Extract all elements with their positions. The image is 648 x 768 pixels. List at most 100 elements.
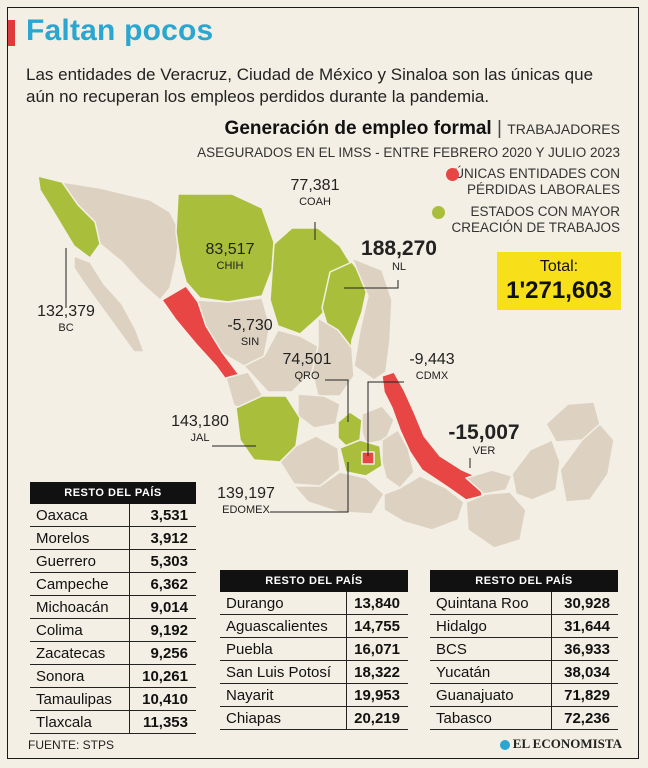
state-name: San Luis Potosí [220,660,347,684]
table-row: Tlaxcala 11,353 [30,710,196,734]
state-value: 9,014 [129,595,196,619]
source-note: FUENTE: STPS [28,738,115,752]
state-name: Guerrero [30,549,130,573]
map-abbr-edomex: EDOMEX [222,504,270,516]
state-value: 9,256 [129,641,196,665]
map-abbr-ver: VER [472,445,496,457]
state-name: Nayarit [220,683,347,707]
table-row: Tabasco 72,236 [430,706,618,730]
state-name: Quintana Roo [430,592,552,615]
map-state-oax [383,475,465,531]
table-row: San Luis Potosí 18,322 [220,660,408,684]
table-row: Chiapas 20,219 [220,706,408,730]
table-row: Aguascalientes 14,755 [220,614,408,638]
total-label: Total: [539,258,579,275]
state-value: 3,912 [129,526,196,550]
map-state-mich [279,435,341,487]
map-state-bc [37,175,101,259]
map-state-cdmx [361,451,375,465]
map-abbr-jal: JAL [190,432,210,444]
state-name: Campeche [30,572,130,596]
map-label-jal: 143,180 JAL [168,414,232,444]
map-label-coah: 77,381 COAH [286,178,344,208]
total-box: Total: 1'271,603 [497,252,621,310]
map-label-chih: 83,517 CHIH [202,242,258,272]
map-label-bc: 132,379 BC [36,304,96,334]
map-state-slp [311,317,355,397]
state-value: 19,953 [345,683,408,707]
rest-table-2-header: RESTO DEL PAÍS [220,570,408,592]
state-value: 16,071 [345,637,408,661]
state-name: Zacatecas [30,641,130,665]
rest-table-3: RESTO DEL PAÍS Quintana Roo 30,928 Hidalgo… [430,570,618,730]
map-value-chih: 83,517 [205,241,255,258]
chart-title: Generación de empleo formal [224,118,492,139]
map-state-camp [511,439,561,501]
rest-table-2: RESTO DEL PAÍS Durango 13,840 Aguascalient… [220,570,408,730]
table-row: Morelos 3,912 [30,526,196,550]
table-row: Guerrero 5,303 [30,549,196,573]
table-row: Campeche 6,362 [30,572,196,596]
map-abbr-nl: NL [391,261,407,273]
state-value: 9,192 [129,618,196,642]
state-value: 36,933 [550,637,618,661]
map-state-bcs [73,255,145,353]
map-label-sin: -5,730 SIN [222,318,278,348]
brand-icon [499,740,510,751]
map-abbr-chih: CHIH [216,260,244,272]
table-row: BCS 36,933 [430,637,618,661]
state-name: Michoacán [30,595,130,619]
state-value: 72,236 [550,706,618,730]
legend-top-label: ESTADOS CON MAYOR CREACIÓN DE TRABAJOS [451,204,620,235]
map-state-chis [465,491,527,549]
map-state-edomex [339,439,383,477]
state-name: Tabasco [430,706,552,730]
state-value: 30,928 [550,592,618,615]
state-value: 71,829 [550,683,618,707]
table-row: Colima 9,192 [30,618,196,642]
leader-edomex [270,462,349,513]
title-accent-bar [8,20,15,46]
map-value-coah: 77,381 [290,177,340,194]
chart-title-line: Generación de empleo formal | TRABAJADOR… [224,118,620,139]
table-row: Nayarit 19,953 [220,683,408,707]
leader-nl [344,280,399,289]
map-abbr-sin: SIN [240,336,260,348]
map-abbr-bc: BC [58,322,74,334]
state-value: 3,531 [129,504,196,527]
table-row: Oaxaca 3,531 [30,504,196,527]
map-label-edomex: 139,197 EDOMEX [214,486,278,516]
state-name: Oaxaca [30,504,130,527]
rest-table-3-header: RESTO DEL PAÍS [430,570,618,592]
state-value: 31,644 [550,614,618,638]
state-name: Tamaulipas [30,687,130,711]
table-row: Sonora 10,261 [30,664,196,688]
chart-period: ASEGURADOS EN EL IMSS - ENTRE FEBRERO 20… [197,145,620,160]
state-name: Yucatán [430,660,552,684]
table-row: Michoacán 9,014 [30,595,196,619]
page-title: Faltan pocos [26,14,214,47]
state-name: Guanajuato [430,683,552,707]
rest-table-1-header: RESTO DEL PAÍS [30,482,196,504]
state-value: 18,322 [345,660,408,684]
map-abbr-qro: QRO [294,370,320,382]
state-name: BCS [430,637,552,661]
legend-losses-label: ÚNICAS ENTIDADES CON PÉRDIDAS LABORALES [454,166,620,197]
table-row: Durango 13,840 [220,592,408,615]
table-row: Puebla 16,071 [220,637,408,661]
chart-unit: TRABAJADORES [507,121,620,137]
state-name: Colima [30,618,130,642]
leader-cdmx [367,381,404,456]
state-name: Puebla [220,637,347,661]
state-name: Tlaxcala [30,710,130,734]
map-value-sin: -5,730 [227,317,273,334]
map-state-gto [297,393,341,429]
map-value-cdmx: -9,443 [409,351,455,368]
map-state-qroo [559,423,615,503]
map-state-tab [465,469,513,495]
state-name: Aguascalientes [220,614,347,638]
map-value-edomex: 139,197 [217,485,275,502]
map-abbr-coah: COAH [299,196,331,208]
map-label-cdmx: -9,443 CDMX [404,352,460,382]
